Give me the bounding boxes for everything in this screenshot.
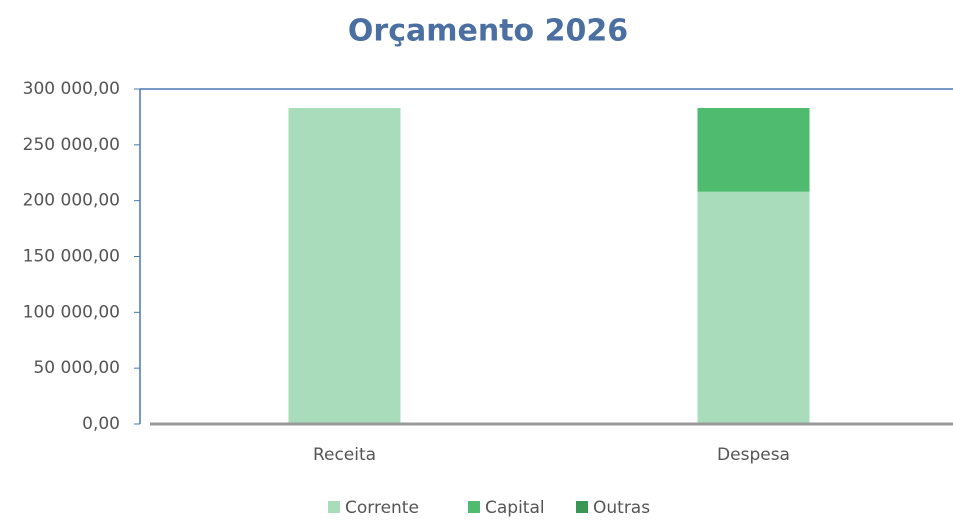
y-tick-label: 250 000,00 — [23, 135, 120, 155]
chart-title: Orçamento 2026 — [348, 14, 628, 49]
x-tick-label: Despesa — [717, 445, 790, 465]
legend-label: Corrente — [345, 498, 419, 518]
legend-swatch — [576, 501, 588, 513]
y-tick-label: 300 000,00 — [23, 79, 120, 99]
legend-label: Outras — [593, 498, 650, 518]
y-tick-label: 0,00 — [82, 414, 120, 434]
y-tick-label: 150 000,00 — [23, 247, 120, 267]
legend-label: Capital — [485, 498, 545, 518]
y-tick-label: 50 000,00 — [33, 358, 120, 378]
legend-swatch — [328, 501, 340, 513]
bar-segment — [697, 107, 810, 192]
x-tick-label: Receita — [313, 445, 376, 465]
bar-segment — [697, 191, 810, 424]
y-tick-label: 100 000,00 — [23, 302, 120, 322]
y-tick-label: 200 000,00 — [23, 191, 120, 211]
bar-segment — [288, 107, 401, 424]
legend-swatch — [468, 501, 480, 513]
